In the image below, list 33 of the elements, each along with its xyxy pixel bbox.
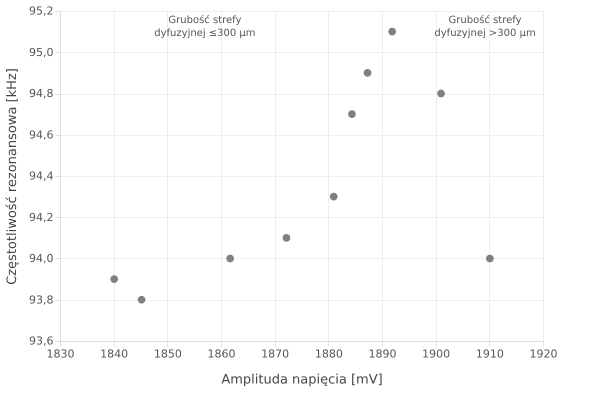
point	[110, 275, 118, 283]
point	[486, 254, 494, 262]
x-tick-label: 1860	[208, 348, 236, 360]
y-axis-title: Częstotliwość rezonansowa [kHz]	[5, 68, 20, 285]
point	[388, 28, 396, 36]
annotation: Grubość strefy dyfuzyjnej ≤300 µm	[154, 14, 256, 39]
point	[364, 69, 372, 77]
x-tick-label: 1910	[476, 348, 504, 360]
point	[226, 254, 234, 262]
x-tick-label: 1900	[422, 348, 450, 360]
point	[348, 110, 356, 118]
y-tick-label: 94,0	[29, 252, 54, 265]
point	[138, 296, 146, 304]
y-tick-label: 94,6	[29, 128, 54, 142]
point	[437, 90, 445, 98]
x-axis-title: Amplituda napięcia [mV]	[221, 372, 383, 388]
point	[330, 192, 338, 200]
x-tick-label: 1880	[314, 348, 343, 360]
y-tick-label: 95,2	[29, 4, 54, 18]
x-tick-label: 1870	[261, 348, 290, 360]
x-tick-label: 1920	[530, 348, 558, 360]
y-tick-label: 94,8	[29, 87, 54, 100]
annotation: Grubość strefy dyfuzyjnej >300 µm	[434, 14, 536, 39]
x-tick-label: 1850	[154, 348, 182, 360]
point	[282, 234, 290, 242]
y-tick-label: 93,8	[29, 293, 54, 306]
y-tick-label: 94,2	[29, 210, 54, 224]
x-tick-label: 1890	[368, 348, 396, 360]
y-tick-label: 93,6	[29, 334, 54, 348]
y-tick-label: 94,4	[29, 170, 54, 182]
y-tick-label: 95,0	[29, 46, 54, 59]
x-tick-label: 1830	[46, 348, 74, 360]
x-tick-label: 1840	[100, 348, 128, 360]
